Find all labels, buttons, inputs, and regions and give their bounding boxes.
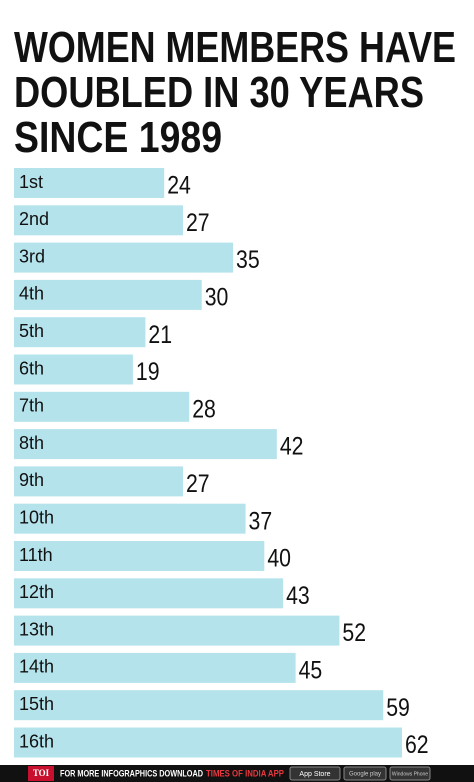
value-label: 19 xyxy=(136,357,160,385)
bar xyxy=(14,354,133,385)
brand: TOI xyxy=(33,768,50,778)
bar xyxy=(14,279,202,310)
badge[interactable] xyxy=(289,766,341,781)
badge[interactable] xyxy=(389,766,431,781)
value-label: 37 xyxy=(249,507,273,535)
category-label: 9th xyxy=(19,470,44,490)
bar xyxy=(14,242,234,273)
value-label: 43 xyxy=(286,581,310,609)
badge-label[interactable]: App Store xyxy=(299,771,330,778)
value-label: 59 xyxy=(386,693,410,721)
badge[interactable] xyxy=(343,766,387,781)
chart-title: WOMEN MEMBERS HAVE xyxy=(14,23,456,72)
category-label: 7th xyxy=(19,396,44,416)
category-label: 5th xyxy=(19,321,44,341)
category-label: 15th xyxy=(19,694,54,714)
brand-box xyxy=(28,766,54,781)
bar xyxy=(14,391,190,422)
category-label: 3rd xyxy=(19,246,45,266)
value-label: 27 xyxy=(186,469,210,497)
badge-label[interactable]: Windows Phone xyxy=(392,771,428,777)
value-label: 21 xyxy=(148,320,172,348)
bar xyxy=(14,690,384,721)
bar xyxy=(14,578,284,609)
footer-text: FOR MORE INFOGRAPHICS DOWNLOAD xyxy=(60,768,203,778)
value-label: 52 xyxy=(342,619,366,647)
value-label: 35 xyxy=(236,246,260,274)
chart-title: DOUBLED IN 30 YEARS xyxy=(14,68,424,117)
value-label: 62 xyxy=(405,730,429,758)
category-label: 6th xyxy=(19,358,44,378)
footer-app: TIMES OF INDIA APP xyxy=(206,768,284,778)
bar xyxy=(14,317,146,348)
category-label: 11th xyxy=(19,545,53,565)
chart-title: SINCE 1989 xyxy=(14,113,222,162)
value-label: 24 xyxy=(167,171,191,199)
category-label: 8th xyxy=(19,433,44,453)
value-label: 30 xyxy=(205,283,229,311)
category-label: 4th xyxy=(19,284,44,304)
value-label: 40 xyxy=(267,544,291,572)
value-label: 45 xyxy=(299,656,323,684)
value-label: 28 xyxy=(192,395,216,423)
bar xyxy=(14,652,296,683)
bar xyxy=(14,727,402,758)
bar xyxy=(14,615,340,646)
value-label: 27 xyxy=(186,208,210,236)
category-label: 10th xyxy=(19,507,54,527)
bar xyxy=(14,168,165,198)
bar xyxy=(14,205,183,236)
category-label: 2nd xyxy=(19,209,49,229)
bar xyxy=(14,503,246,534)
category-label: 14th xyxy=(19,657,54,677)
bar xyxy=(14,429,277,460)
bar xyxy=(14,466,183,497)
category-label: 16th xyxy=(19,731,54,751)
category-label: 12th xyxy=(19,582,54,602)
bar xyxy=(14,541,265,571)
category-label: 1st xyxy=(19,172,43,192)
badge-label[interactable]: Google play xyxy=(349,772,381,778)
value-label: 42 xyxy=(280,432,304,460)
category-label: 13th xyxy=(19,619,54,639)
